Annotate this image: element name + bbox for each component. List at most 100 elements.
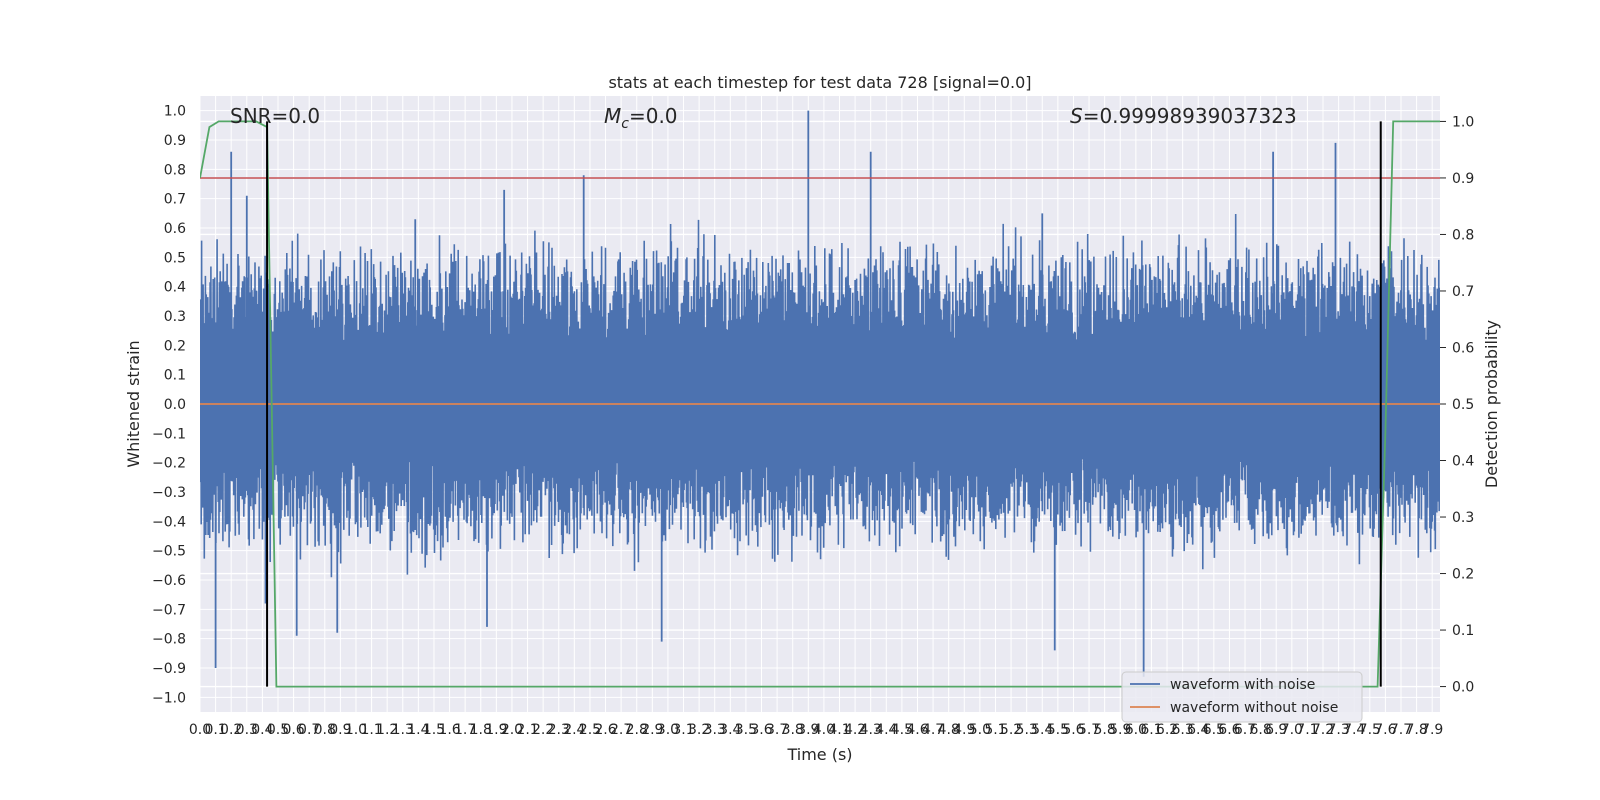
y2-tick-label: 1.0 — [1452, 114, 1474, 130]
x-tick-label: 5.2 — [1000, 722, 1022, 738]
legend-entry-clean: waveform without noise — [1170, 700, 1338, 716]
y2-tick-label: 0.9 — [1452, 171, 1474, 187]
x-tick-label: 5.1 — [984, 722, 1006, 738]
x-tick-label: 4.3 — [860, 722, 882, 738]
x-tick-label: 1.4 — [407, 722, 429, 738]
x-tick-label: 3.4 — [719, 722, 741, 738]
y-tick-label: 0.8 — [164, 162, 186, 178]
series-layer — [200, 110, 1440, 688]
x-tick-label: 3.7 — [766, 722, 788, 738]
y-tick-label: −0.3 — [152, 485, 186, 501]
x-tick-label: 3.3 — [704, 722, 726, 738]
y2-tick-label: 0.0 — [1452, 680, 1474, 696]
y-tick-label: −0.6 — [152, 573, 186, 589]
chart-title: stats at each timestep for test data 728… — [608, 73, 1031, 92]
y-tick-label: −0.4 — [152, 514, 186, 530]
x-tick-label: 7.8 — [1405, 722, 1427, 738]
y-axis-label: Whitened strain — [124, 340, 143, 467]
x-tick-labels: 0.00.10.20.30.40.50.60.70.80.91.01.11.21… — [189, 722, 1443, 738]
legend-entry-noisy: waveform with noise — [1170, 677, 1315, 693]
x-tick-label: 1.5 — [423, 722, 445, 738]
x-tick-label: 0.2 — [220, 722, 242, 738]
x-tick-label: 0.0 — [189, 722, 211, 738]
x-tick-label: 4.6 — [906, 722, 928, 738]
x-tick-label: 4.5 — [891, 722, 913, 738]
x-tick-label: 3.6 — [750, 722, 772, 738]
x-tick-label: 3.0 — [657, 722, 679, 738]
x-tick-label: 5.8 — [1094, 722, 1116, 738]
x-tick-label: 7.0 — [1281, 722, 1303, 738]
y-tick-label: 0.1 — [164, 368, 186, 384]
y-tick-labels: 1.0 0.9 0.8 0.7 0.6 0.5 0.4 0.3 0.2 0.1 0.0 −0.1 −0.… — [152, 104, 186, 707]
x-tick-label: 2.9 — [641, 722, 663, 738]
x-tick-label: 2.3 — [548, 722, 570, 738]
x-tick-label: 2.4 — [563, 722, 585, 738]
x-tick-label: 2.1 — [516, 722, 538, 738]
x-tick-label: 5.7 — [1078, 722, 1100, 738]
x-tick-label: 0.8 — [314, 722, 336, 738]
y2-tick-label: 0.2 — [1452, 567, 1474, 583]
x-tick-label: 0.7 — [298, 722, 320, 738]
x-tick-label: 6.5 — [1203, 722, 1225, 738]
y-tick-label: −0.9 — [152, 661, 186, 677]
x-tick-label: 1.0 — [345, 722, 367, 738]
x-tick-label: 1.1 — [360, 722, 382, 738]
x-tick-label: 3.2 — [688, 722, 710, 738]
y2-tick-label: 0.7 — [1452, 284, 1474, 300]
x-tick-label: 0.9 — [329, 722, 351, 738]
snr-annotation: SNR=0.0 — [230, 104, 320, 128]
y2-tick-label: 0.4 — [1452, 454, 1474, 470]
x-tick-label: 1.6 — [438, 722, 460, 738]
x-tick-label: 6.0 — [1125, 722, 1147, 738]
x-tick-label: 4.7 — [922, 722, 944, 738]
x-tick-label: 7.2 — [1312, 722, 1334, 738]
y-tick-label: −0.7 — [152, 602, 186, 618]
x-tick-label: 4.0 — [813, 722, 835, 738]
x-tick-label: 6.1 — [1140, 722, 1162, 738]
x-tick-label: 0.1 — [204, 722, 226, 738]
x-tick-label: 4.8 — [938, 722, 960, 738]
x-tick-label: 7.1 — [1296, 722, 1318, 738]
x-tick-label: 1.9 — [485, 722, 507, 738]
score-symbol: S — [1070, 104, 1083, 128]
y-tick-label: −0.8 — [152, 632, 186, 648]
y-tick-label: 0.9 — [164, 133, 186, 149]
x-tick-label: 5.3 — [1016, 722, 1038, 738]
y-tick-label: −0.1 — [152, 426, 186, 442]
y2-tick-label: 0.1 — [1452, 623, 1474, 639]
noisy-waveform-line — [200, 213, 1440, 578]
x-tick-label: 6.6 — [1218, 722, 1240, 738]
y-tick-label: −1.0 — [152, 690, 186, 706]
x-tick-label: 5.4 — [1031, 722, 1053, 738]
x-tick-label: 2.5 — [579, 722, 601, 738]
y2-tick-label: 0.6 — [1452, 340, 1474, 356]
x-tick-label: 1.8 — [470, 722, 492, 738]
y-tick-label: 0.3 — [164, 309, 186, 325]
x-tick-label: 6.9 — [1265, 722, 1287, 738]
x-tick-label: 0.5 — [267, 722, 289, 738]
score-value: =0.99998939037323 — [1083, 104, 1297, 128]
x-tick-label: 7.4 — [1343, 722, 1365, 738]
x-tick-label: 2.0 — [501, 722, 523, 738]
y-tick-label: 0.5 — [164, 250, 186, 266]
chirp-mass-subscript: c — [621, 116, 629, 132]
legend: waveform with noise waveform without noi… — [1121, 671, 1363, 723]
x-tick-label: 4.4 — [875, 722, 897, 738]
x-tick-label: 5.0 — [969, 722, 991, 738]
x-tick-label: 7.6 — [1374, 722, 1396, 738]
x-tick-label: 1.2 — [376, 722, 398, 738]
y2-tick-label: 0.8 — [1452, 227, 1474, 243]
x-tick-label: 3.5 — [735, 722, 757, 738]
x-tick-label: 5.9 — [1109, 722, 1131, 738]
x-tick-label: 7.7 — [1390, 722, 1412, 738]
y2-tick-label: 0.3 — [1452, 510, 1474, 526]
x-tick-label: 0.4 — [251, 722, 273, 738]
y2-tick-labels: 1.0 0.9 0.8 0.7 0.6 0.5 0.4 0.3 0.2 0.1 0.0 — [1440, 114, 1474, 696]
x-tick-label: 3.9 — [797, 722, 819, 738]
y-tick-label: 0.0 — [164, 397, 186, 413]
y2-tick-label: 0.5 — [1452, 397, 1474, 413]
x-tick-label: 2.8 — [626, 722, 648, 738]
x-tick-label: 6.8 — [1249, 722, 1271, 738]
chirp-mass-value: =0.0 — [629, 104, 678, 128]
